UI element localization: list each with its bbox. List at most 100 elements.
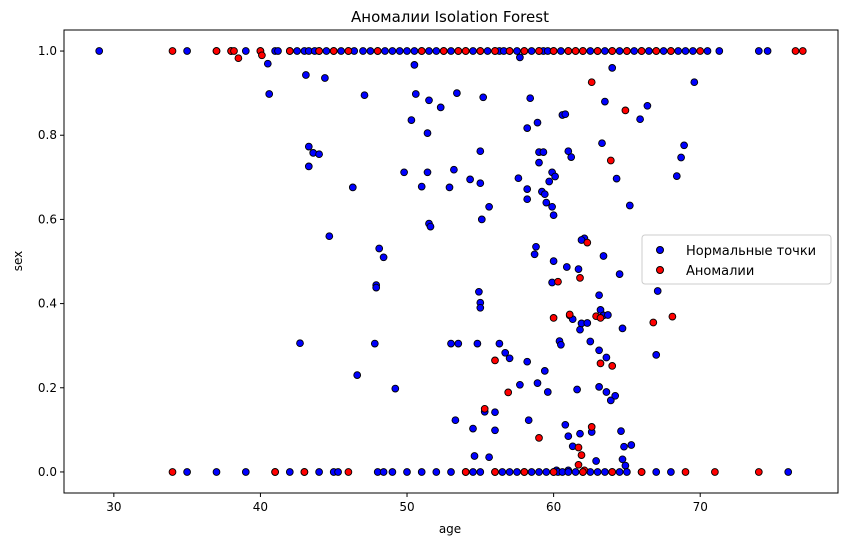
normal-point <box>451 416 460 425</box>
normal-point <box>595 346 603 355</box>
normal-point <box>400 168 408 177</box>
anomaly-point <box>554 277 562 286</box>
normal-point <box>674 47 683 55</box>
normal-point <box>526 94 535 103</box>
x-axis: 30 40 50 60 70 <box>106 493 708 514</box>
anomaly-point <box>579 47 587 55</box>
normal-point <box>539 148 548 156</box>
anomaly-point <box>681 468 690 476</box>
normal-point <box>593 468 602 476</box>
normal-point <box>388 468 397 476</box>
normal-point <box>263 59 272 68</box>
normal-point <box>212 468 221 476</box>
normal-point <box>315 150 323 159</box>
anomaly-point <box>798 47 807 55</box>
normal-point <box>476 147 485 156</box>
legend: Нормальные точки Аномалии <box>641 234 832 285</box>
normal-point <box>672 172 681 180</box>
normal-point <box>617 427 625 435</box>
normal-point <box>523 185 532 193</box>
points-layer <box>95 47 807 476</box>
normal-point <box>485 453 493 462</box>
normal-point <box>274 47 282 55</box>
anomaly-point <box>315 47 323 55</box>
anomaly-point <box>621 106 630 115</box>
normal-point <box>551 172 559 181</box>
normal-point <box>353 371 362 379</box>
anomaly-point <box>623 47 631 55</box>
normal-point <box>417 182 426 191</box>
normal-point <box>469 47 477 55</box>
normal-point <box>608 64 617 72</box>
normal-point <box>652 468 661 476</box>
normal-point <box>561 110 570 119</box>
normal-point <box>513 47 521 55</box>
anomaly-point <box>565 310 574 319</box>
anomaly-point <box>505 47 514 55</box>
anomaly-point <box>535 47 543 55</box>
normal-point <box>447 468 455 476</box>
anomaly-point <box>285 47 294 55</box>
normal-point <box>381 47 389 55</box>
normal-point <box>477 215 486 224</box>
normal-point <box>454 339 463 348</box>
normal-point <box>505 468 514 476</box>
normal-point <box>453 89 461 97</box>
normal-point <box>469 424 477 433</box>
normal-point <box>513 468 521 476</box>
normal-point <box>595 383 603 391</box>
normal-point <box>241 47 250 55</box>
normal-point <box>763 47 772 55</box>
normal-point <box>322 47 331 55</box>
anomaly-point <box>637 468 646 476</box>
anomaly-point <box>491 356 499 365</box>
anomaly-point <box>344 47 353 55</box>
anomaly-point <box>329 47 338 55</box>
anomaly-point <box>606 156 615 165</box>
normal-point <box>535 158 543 167</box>
normal-point <box>470 452 479 460</box>
normal-point <box>549 257 558 265</box>
x-tick-label: 60 <box>546 500 561 514</box>
legend-marker-normal <box>656 246 664 254</box>
normal-point <box>447 339 455 348</box>
normal-point <box>567 153 576 161</box>
anomaly-point <box>168 47 177 55</box>
normal-point <box>293 47 301 55</box>
normal-point <box>360 91 369 100</box>
normal-point <box>432 468 441 476</box>
anomaly-point <box>520 47 529 55</box>
normal-point <box>523 124 532 132</box>
normal-point <box>425 96 433 105</box>
normal-point <box>601 47 609 55</box>
normal-point <box>606 396 615 405</box>
anomaly-point <box>608 468 617 476</box>
normal-point <box>479 93 488 102</box>
anomaly-point <box>574 460 583 469</box>
normal-point <box>621 461 630 470</box>
normal-point <box>410 61 419 69</box>
normal-point <box>583 319 592 327</box>
normal-point <box>379 253 388 262</box>
anomaly-point <box>668 312 677 321</box>
normal-point <box>598 139 606 148</box>
normal-point <box>366 47 375 55</box>
anomaly-point <box>504 388 513 397</box>
normal-point <box>473 339 482 348</box>
normal-point <box>557 47 565 55</box>
y-tick-label: 0.8 <box>38 128 57 142</box>
normal-point <box>432 47 441 55</box>
normal-point <box>485 202 493 211</box>
normal-point <box>476 179 485 188</box>
anomaly-point <box>579 468 587 476</box>
normal-point <box>410 47 419 55</box>
anomaly-point <box>212 47 221 55</box>
normal-point <box>543 388 552 396</box>
normal-point <box>524 416 533 425</box>
normal-point <box>447 47 455 55</box>
normal-point <box>557 340 565 349</box>
normal-point <box>403 468 411 476</box>
normal-point <box>653 287 662 295</box>
anomaly-point <box>230 47 238 55</box>
normal-point <box>545 177 554 186</box>
